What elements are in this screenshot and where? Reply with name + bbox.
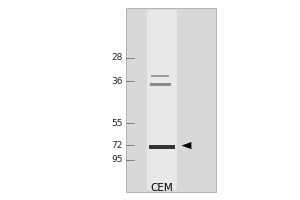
Bar xyxy=(151,75,169,77)
Text: 36: 36 xyxy=(112,76,123,86)
Bar xyxy=(126,8,216,192)
Text: 72: 72 xyxy=(112,140,123,149)
Polygon shape xyxy=(182,142,191,149)
Text: 95: 95 xyxy=(112,156,123,164)
Text: 28: 28 xyxy=(112,53,123,62)
Bar xyxy=(149,145,175,149)
Bar xyxy=(150,83,171,86)
Bar xyxy=(147,10,177,190)
Text: 55: 55 xyxy=(112,118,123,128)
Text: CEM: CEM xyxy=(151,183,173,193)
